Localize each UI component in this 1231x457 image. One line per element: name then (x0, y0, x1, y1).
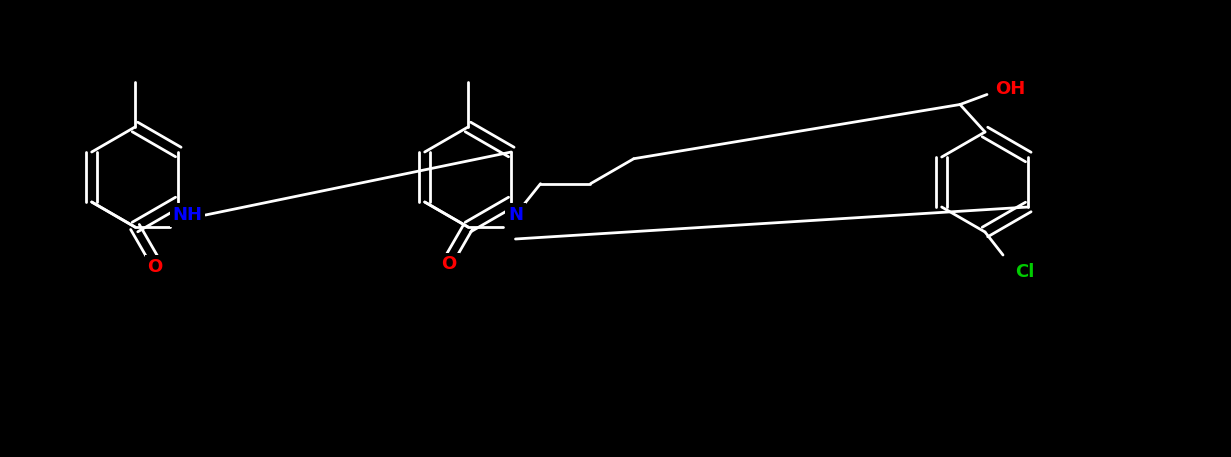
Text: OH: OH (995, 80, 1025, 99)
Text: Cl: Cl (1016, 263, 1035, 281)
Text: N: N (508, 206, 523, 224)
Text: O: O (148, 258, 162, 276)
Text: NH: NH (172, 206, 203, 224)
Text: O: O (442, 255, 457, 273)
